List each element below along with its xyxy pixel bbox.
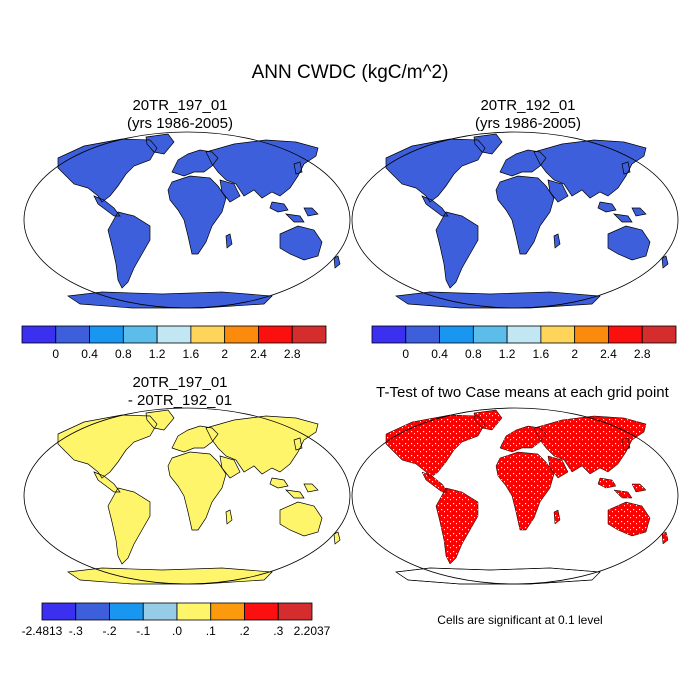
colorbar-case2-swatch — [641, 325, 677, 344]
colorbar-case2-label: 1.6 — [533, 347, 550, 361]
significance-note: Cells are significant at 0.1 level — [437, 613, 603, 627]
colorbar-case1-label: 2.8 — [284, 347, 301, 361]
colorbar-case1-swatch — [258, 325, 293, 344]
panel-title-diff-line2: - 20TR_192_01 — [127, 392, 233, 409]
colorbar-diff-swatch — [142, 602, 178, 621]
colorbar-diff-swatch — [176, 602, 212, 621]
colorbar-diff-label: .1 — [206, 624, 216, 638]
colorbar-case2-label: 0 — [402, 347, 409, 361]
colorbar-diff-swatch — [210, 602, 245, 621]
colorbar-case1-label: 0.4 — [81, 347, 98, 361]
colorbar-case2-swatch — [608, 325, 643, 344]
colorbar-case2-swatch — [472, 325, 508, 344]
colorbar-diff-swatch — [109, 602, 144, 621]
colorbar-diff-swatch — [277, 602, 313, 621]
colorbar-case2-swatch — [540, 325, 576, 344]
panel-title-diff: 20TR_197_01 - 20TR_192_01 — [30, 374, 330, 410]
colorbar-case1-label: 0 — [52, 347, 59, 361]
panel-title-case2: 20TR_192_01 (yrs 1986-2005) — [378, 97, 678, 133]
colorbar-diff-label: -2.4813 — [22, 624, 63, 638]
colorbar-diff-label: -.3 — [69, 624, 83, 638]
colorbar-case2-label: 0.8 — [465, 347, 482, 361]
map-case2 — [351, 131, 679, 309]
colorbar-case2-swatch — [574, 325, 609, 344]
map-diff — [23, 407, 351, 585]
colorbar-case2-swatch — [506, 325, 542, 344]
colorbar-diff-swatch — [244, 602, 279, 621]
colorbar-case2-label: 2.8 — [634, 347, 651, 361]
colorbar-case2-label: 1.2 — [499, 347, 516, 361]
colorbar-diff-label: .3 — [273, 624, 283, 638]
colorbar-diff-label: .2 — [239, 624, 249, 638]
colorbar-case1-label: 0.8 — [115, 347, 132, 361]
colorbar-diff-label: .0 — [172, 624, 182, 638]
map-ttest — [351, 407, 679, 585]
colorbar-diff-swatch — [75, 602, 110, 621]
colorbar-case2-label: 0.4 — [431, 347, 448, 361]
colorbar-case1-swatch — [122, 325, 158, 344]
colorbar-case1-swatch — [89, 325, 124, 344]
colorbar-case2-label: 2.4 — [600, 347, 617, 361]
colorbar-diff-label: 2.2037 — [294, 624, 331, 638]
colorbar-case1-swatch — [156, 325, 192, 344]
panel-title-case2-line2: (yrs 1986-2005) — [475, 115, 581, 132]
colorbar-diff-swatch — [41, 602, 77, 621]
panel-title-case2-line1: 20TR_192_01 — [480, 97, 576, 114]
colorbar-case1-swatch — [55, 325, 90, 344]
colorbar-case1-swatch — [224, 325, 259, 344]
colorbar-case1: 0 0.4 0.8 1.2 1.6 2 2.4 2.8 — [21, 325, 327, 361]
colorbar-case2-swatch — [405, 325, 440, 344]
colorbar-diff-label: -.1 — [136, 624, 150, 638]
panel-title-diff-line1: 20TR_197_01 — [132, 374, 228, 391]
colorbar-case1-label: 1.2 — [149, 347, 166, 361]
figure-title: ANN CWDC (kgC/m^2) — [251, 62, 449, 83]
panel-title-case1: 20TR_197_01 (yrs 1986-2005) — [30, 97, 330, 133]
colorbar-case1-label: 2 — [221, 347, 228, 361]
colorbar-diff: -2.4813 -.3 -.2 -.1 .0 .1 .2 .3 2.2037 — [22, 602, 331, 638]
colorbar-case1-swatch — [291, 325, 327, 344]
colorbar-case1-swatch — [21, 325, 57, 344]
colorbar-case1-label: 2.4 — [250, 347, 267, 361]
colorbar-diff-label: -.2 — [102, 624, 116, 638]
panel-title-case1-line1: 20TR_197_01 — [132, 97, 228, 114]
colorbar-case2-swatch — [439, 325, 474, 344]
panel-title-ttest: T-Test of two Case means at each grid po… — [350, 384, 695, 402]
colorbar-case2-swatch — [371, 325, 407, 344]
colorbar-case2-label: 2 — [571, 347, 578, 361]
colorbar-case2: 0 0.4 0.8 1.2 1.6 2 2.4 2.8 — [371, 325, 677, 361]
colorbar-case1-label: 1.6 — [183, 347, 200, 361]
panel-title-ttest-line1: T-Test of two Case means at each grid po… — [376, 384, 669, 401]
panel-title-case1-line2: (yrs 1986-2005) — [127, 115, 233, 132]
map-case1 — [23, 131, 351, 309]
colorbar-case1-swatch — [190, 325, 226, 344]
